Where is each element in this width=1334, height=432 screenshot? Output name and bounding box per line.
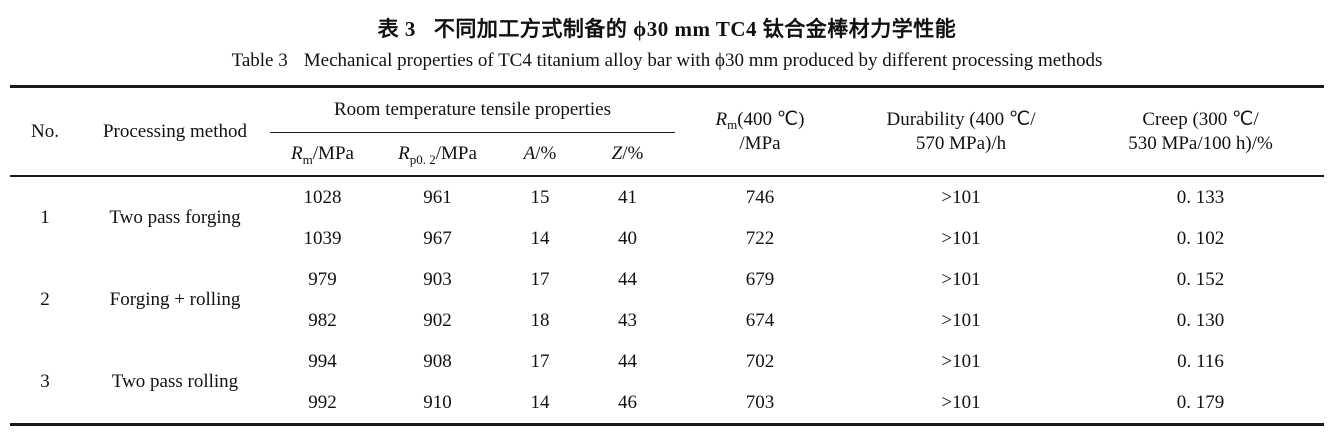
header-rm: Rm/MPa [291,143,354,167]
cell-elongation: 17 [530,350,550,372]
cell-rm-400: 703 [745,391,775,413]
table-header: No. Processing method Room temperature t… [10,86,1324,177]
cell-rp02: 967 [423,227,452,249]
cell-rm: 1028 [303,186,342,208]
header-rm-400-line2: /MPa [739,132,781,154]
cell-no: 3 [40,371,50,393]
cell-rm: 994 [308,350,337,372]
cell-processing-method: Two pass rolling [111,371,239,393]
table-row: 982 902 18 43 674 >101 0. 130 [10,300,1324,341]
cell-creep: 0. 130 [1176,309,1225,331]
cell-creep: 0. 179 [1176,391,1225,413]
header-rp02: Rp0. 2/MPa [398,143,477,167]
cell-rp02: 903 [423,268,452,290]
cell-rm-400: 746 [745,186,775,208]
table-row: 1 Two pass forging 1028 961 15 41 746 >1… [10,176,1324,229]
cell-rm-400: 679 [745,268,775,290]
cell-no: 2 [40,289,50,311]
cell-durability: >101 [941,391,981,413]
cell-reduction: 41 [618,186,637,208]
table-title-en-text: Mechanical properties of TC4 titanium al… [303,50,1103,71]
cell-rm: 1039 [303,227,342,249]
cell-elongation: 17 [530,268,550,290]
cell-rm-400: 674 [745,309,775,331]
cell-durability: >101 [941,350,981,372]
cell-durability: >101 [941,268,981,290]
cell-durability: >101 [941,186,981,208]
cell-elongation: 18 [530,309,550,331]
header-processing-method: Processing method [102,120,248,142]
cell-rm-400: 702 [745,350,775,372]
cell-elongation: 14 [530,227,550,249]
table-number-cn: 表 3 [377,17,416,41]
header-row-top: No. Processing method Room temperature t… [10,86,1324,154]
table-number-en: Table 3 [231,50,288,71]
table-row: 2 Forging + rolling 979 903 17 44 679 >1… [10,259,1324,311]
cell-rm: 982 [308,309,337,331]
header-durability-line1: Durability (400 ℃/ [886,108,1036,130]
header-creep-line2: 530 MPa/100 h)/% [1128,132,1273,154]
cell-rm: 992 [308,391,337,413]
header-rm-400-line1: Rm(400 ℃) [715,108,805,133]
cell-creep: 0. 133 [1176,186,1225,208]
table-row: 992 910 14 46 703 >101 0. 179 [10,382,1324,425]
cell-no: 1 [40,207,50,229]
cell-rp02: 908 [423,350,452,372]
cell-reduction: 40 [618,227,637,249]
header-creep: Creep (300 ℃/ 530 MPa/100 h)/% [1077,87,1324,177]
cell-rp02: 910 [423,391,452,413]
cell-reduction: 46 [618,391,637,413]
header-durability-line2: 570 MPa)/h [915,132,1007,154]
cell-rm-400: 722 [745,227,775,249]
table-row: 1039 967 14 40 722 >101 0. 102 [10,218,1324,259]
cell-processing-method: Forging + rolling [109,289,241,311]
header-rm-400: Rm(400 ℃) /MPa [675,87,845,177]
cell-elongation: 14 [530,391,550,413]
cell-rp02: 961 [423,186,452,208]
header-durability: Durability (400 ℃/ 570 MPa)/h [845,87,1077,177]
cell-creep: 0. 116 [1177,350,1224,372]
cell-durability: >101 [941,227,981,249]
header-creep-line1: Creep (300 ℃/ [1142,108,1259,130]
header-no: No. [31,120,59,142]
cell-processing-method: Two pass forging [109,207,241,229]
table-title-cn-text: 不同加工方式制备的 ϕ30 mm TC4 钛合金棒材力学性能 [433,17,957,41]
cell-creep: 0. 152 [1176,268,1225,290]
header-elongation: A/% [523,143,557,165]
table-row: 3 Two pass rolling 994 908 17 44 702 >10… [10,341,1324,393]
mechanical-properties-table: No. Processing method Room temperature t… [10,85,1324,426]
cell-rp02: 902 [423,309,452,331]
table-title-english: Table 3 Mechanical properties of TC4 tita… [10,45,1324,77]
cell-reduction: 44 [618,268,637,290]
table-body: 1 Two pass forging 1028 961 15 41 746 >1… [10,176,1324,425]
header-reduction: Z/% [611,143,644,165]
cell-rm: 979 [308,268,337,290]
table-title-chinese: 表 3 不同加工方式制备的 ϕ30 mm TC4 钛合金棒材力学性能 [10,13,1324,45]
header-row-sub: Rm/MPa Rp0. 2/MPa A/% Z/% [10,133,1324,177]
cell-durability: >101 [941,309,981,331]
cell-reduction: 44 [618,350,637,372]
cell-creep: 0. 102 [1176,227,1225,249]
cell-reduction: 43 [618,309,637,331]
cell-elongation: 15 [530,186,550,208]
header-room-temp-group: Room temperature tensile properties [270,86,675,133]
